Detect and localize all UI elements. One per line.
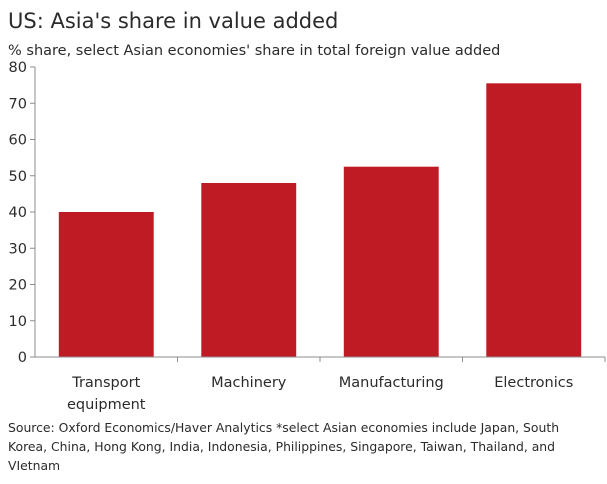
bar (59, 212, 154, 357)
bar-chart: 0 10 20 30 40 50 60 70 80 Transport equipment Mach… (0, 0, 607, 418)
bar (486, 83, 581, 357)
y-tick-label: 50 (9, 169, 27, 185)
y-tick-label: 0 (18, 350, 27, 366)
x-tick-label: Transport (71, 375, 140, 391)
bar (201, 183, 296, 357)
y-tick-label: 80 (9, 60, 27, 76)
x-tick-label: equipment (67, 397, 146, 413)
y-axis-ticks: 0 10 20 30 40 50 60 70 80 (9, 60, 35, 366)
y-tick-label: 60 (9, 133, 27, 149)
y-tick-label: 40 (9, 205, 27, 221)
y-tick-label: 20 (9, 278, 27, 294)
y-tick-label: 70 (9, 96, 27, 112)
bar (344, 167, 439, 357)
x-tick-label: Electronics (494, 375, 573, 391)
y-tick-label: 30 (9, 241, 27, 257)
source-note: Source: Oxford Economics/Haver Analytics… (8, 418, 598, 475)
x-tick-label: Manufacturing (339, 375, 444, 391)
y-tick-label: 10 (9, 314, 27, 330)
x-tick-label: Machinery (211, 375, 287, 391)
bars (59, 83, 581, 357)
x-axis-labels: Transport equipment Machinery Manufacturing… (67, 357, 605, 413)
